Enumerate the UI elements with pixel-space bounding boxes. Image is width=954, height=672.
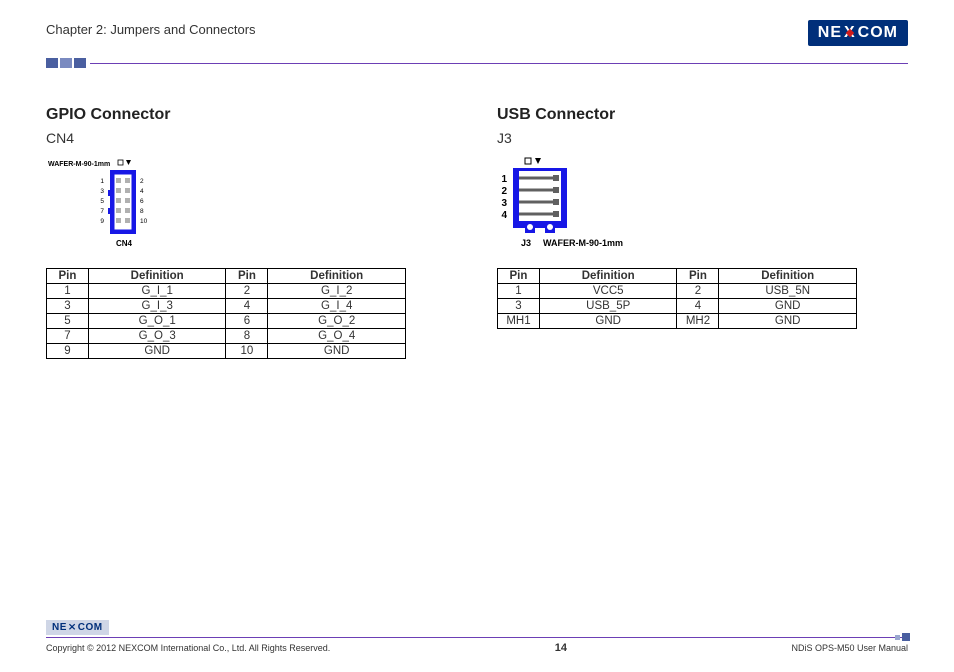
svg-text:4: 4: [140, 188, 144, 195]
table-row: 1G_I_12G_I_2: [47, 284, 406, 299]
footer-rule: [46, 637, 908, 638]
table-header: Definition: [268, 269, 406, 284]
svg-text:3: 3: [501, 198, 507, 209]
table-cell: G_I_3: [88, 299, 226, 314]
table-header: Definition: [719, 269, 857, 284]
gpio-pin-table: Pin Definition Pin Definition 1G_I_12G_I…: [46, 268, 406, 359]
svg-text:10: 10: [140, 218, 148, 225]
table-cell: 3: [47, 299, 89, 314]
table-cell: GND: [268, 344, 406, 359]
table-header: Pin: [498, 269, 540, 284]
table-cell: 1: [498, 284, 540, 299]
table-row: 1VCC52USB_5N: [498, 284, 857, 299]
table-cell: 6: [226, 314, 268, 329]
usb-title: USB Connector: [497, 106, 908, 124]
header-accent-squares: [46, 58, 86, 68]
table-cell: 3: [498, 299, 540, 314]
usb-diagram-svg: 1 2 3 4 J3 WAFER-M-90-1mm: [497, 156, 697, 256]
table-cell: VCC5: [539, 284, 677, 299]
svg-text:2: 2: [140, 178, 144, 185]
gpio-diagram: WAFER-M-90-1mm CN4 1 3 5 7 9 2 4 6 8 10: [46, 156, 457, 256]
gpio-section: GPIO Connector CN4: [46, 106, 457, 359]
header-rule: [90, 63, 908, 64]
svg-text:1: 1: [501, 174, 507, 185]
table-cell: GND: [719, 299, 857, 314]
table-cell: 7: [47, 329, 89, 344]
table-cell: GND: [719, 314, 857, 329]
doc-title: NDiS OPS-M50 User Manual: [791, 643, 908, 653]
chapter-title: Chapter 2: Jumpers and Connectors: [46, 22, 256, 37]
table-cell: MH2: [677, 314, 719, 329]
table-cell: 10: [226, 344, 268, 359]
svg-text:WAFER-M-90-1mm: WAFER-M-90-1mm: [48, 161, 110, 168]
logo-text-post: COM: [858, 24, 898, 42]
table-cell: 2: [677, 284, 719, 299]
usb-pin-table: Pin Definition Pin Definition 1VCC52USB_…: [497, 268, 857, 329]
table-cell: 4: [226, 299, 268, 314]
table-cell: USB_5N: [719, 284, 857, 299]
table-row: MH1GNDMH2GND: [498, 314, 857, 329]
table-row: 3USB_5P4GND: [498, 299, 857, 314]
table-header: Definition: [88, 269, 226, 284]
gpio-subtitle: CN4: [46, 130, 457, 146]
gpio-diagram-svg: WAFER-M-90-1mm CN4 1 3 5 7 9 2 4 6 8 10: [46, 156, 206, 256]
table-cell: GND: [88, 344, 226, 359]
table-cell: GND: [539, 314, 677, 329]
usb-subtitle: J3: [497, 130, 908, 146]
table-cell: G_O_1: [88, 314, 226, 329]
svg-text:3: 3: [100, 188, 104, 195]
table-cell: 9: [47, 344, 89, 359]
logo-text-x: X: [842, 24, 858, 42]
nexcom-logo: NEXCOM: [808, 20, 908, 46]
table-cell: 1: [47, 284, 89, 299]
footer-logo: NE⨯COM: [46, 620, 109, 635]
table-row: 3G_I_34G_I_4: [47, 299, 406, 314]
table-cell: USB_5P: [539, 299, 677, 314]
table-cell: G_O_2: [268, 314, 406, 329]
svg-text:4: 4: [501, 210, 507, 221]
table-header: Pin: [47, 269, 89, 284]
svg-text:9: 9: [100, 218, 104, 225]
table-cell: MH1: [498, 314, 540, 329]
table-row: 9GND10GND: [47, 344, 406, 359]
usb-diagram: 1 2 3 4 J3 WAFER-M-90-1mm: [497, 156, 908, 256]
gpio-title: GPIO Connector: [46, 106, 457, 124]
table-row: 5G_O_16G_O_2: [47, 314, 406, 329]
svg-text:7: 7: [100, 208, 104, 215]
table-cell: 4: [677, 299, 719, 314]
table-row: 7G_O_38G_O_4: [47, 329, 406, 344]
table-cell: G_O_3: [88, 329, 226, 344]
copyright-text: Copyright © 2012 NEXCOM International Co…: [46, 643, 330, 653]
table-cell: G_I_2: [268, 284, 406, 299]
table-cell: G_O_4: [268, 329, 406, 344]
table-header: Pin: [226, 269, 268, 284]
svg-text:CN4: CN4: [116, 239, 133, 248]
svg-text:6: 6: [140, 198, 144, 205]
svg-text:WAFER-M-90-1mm: WAFER-M-90-1mm: [543, 238, 623, 248]
table-header: Definition: [539, 269, 677, 284]
table-cell: 2: [226, 284, 268, 299]
table-cell: G_I_1: [88, 284, 226, 299]
svg-text:1: 1: [100, 178, 104, 185]
page-number: 14: [555, 642, 567, 654]
svg-text:8: 8: [140, 208, 144, 215]
table-header: Pin: [677, 269, 719, 284]
usb-section: USB Connector J3: [497, 106, 908, 359]
table-cell: 8: [226, 329, 268, 344]
svg-text:2: 2: [501, 186, 507, 197]
svg-text:J3: J3: [521, 238, 531, 248]
table-cell: 5: [47, 314, 89, 329]
svg-text:5: 5: [100, 198, 104, 205]
table-cell: G_I_4: [268, 299, 406, 314]
logo-text-pre: NE: [818, 24, 842, 42]
